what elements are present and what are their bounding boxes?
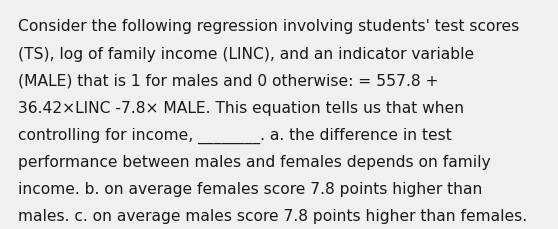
Text: (MALE) that is 1 for males and 0 otherwise: = 557.8 +: (MALE) that is 1 for males and 0 otherwi… [18, 73, 439, 88]
Text: 36.42×LINC -7.8× MALE. This equation tells us that when: 36.42×LINC -7.8× MALE. This equation tel… [18, 100, 464, 115]
Text: performance between males and females depends on family: performance between males and females de… [18, 154, 490, 169]
Text: controlling for income, ________. a. the difference in test: controlling for income, ________. a. the… [18, 127, 452, 143]
Text: income. b. on average females score 7.8 points higher than: income. b. on average females score 7.8 … [18, 181, 483, 196]
Text: Consider the following regression involving students' test scores: Consider the following regression involv… [18, 19, 519, 34]
Text: males. c. on average males score 7.8 points higher than females.: males. c. on average males score 7.8 poi… [18, 208, 527, 223]
Text: (TS), log of family income (LINC), and an indicator variable: (TS), log of family income (LINC), and a… [18, 46, 474, 61]
